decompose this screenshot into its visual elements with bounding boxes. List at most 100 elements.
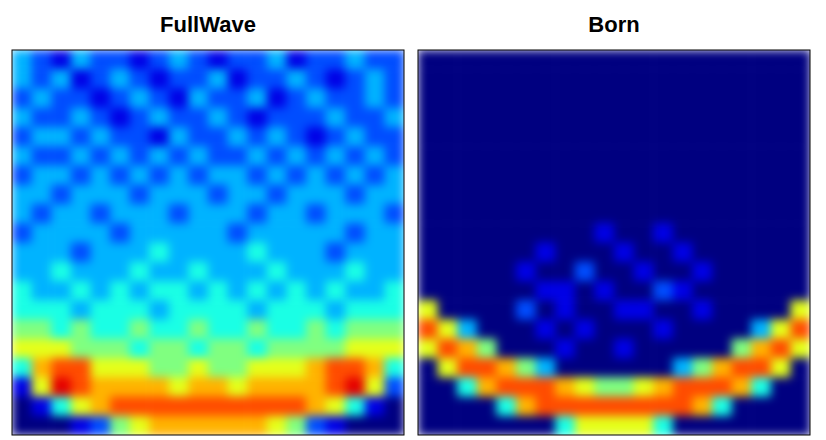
heatmap-cell [477,89,497,109]
heatmap-cell [673,243,693,263]
heatmap-cell [555,397,575,417]
heatmap-cell [110,69,130,89]
heatmap-cell [496,127,516,147]
heatmap-cell [345,204,365,224]
heatmap-cell [71,223,91,243]
heatmap-cell [732,204,752,224]
heatmap-cell [516,300,536,320]
heatmap-cell [751,397,771,417]
heatmap-cell [594,339,614,359]
heatmap-cell [130,166,150,186]
heatmap-cell [536,416,556,435]
heatmap-cell [188,185,208,205]
heatmap-cell [771,223,791,243]
heatmap-cell [51,300,71,320]
heatmap-cell [496,320,516,340]
heatmap-cell [267,204,287,224]
heatmap-cell [149,339,169,359]
heatmap-cell [653,281,673,301]
heatmap-cell [516,339,536,359]
heatmap-cell [51,89,71,109]
heatmap-cell [286,377,306,397]
heatmap-cell [384,397,404,417]
heatmap-cell [673,416,693,435]
heatmap-cell [90,262,110,282]
heatmap-cell [286,89,306,109]
heatmap-cell [712,300,732,320]
heatmap-cell [247,300,267,320]
heatmap-cell [653,243,673,263]
heatmap-cell [286,339,306,359]
heatmap-cell [536,300,556,320]
heatmap-cell [536,281,556,301]
heatmap-cell [90,223,110,243]
heatmap-cell [575,281,595,301]
heatmap-cell [208,243,228,263]
heatmap-cell [673,397,693,417]
heatmap-cell [169,377,189,397]
heatmap-cell [614,204,634,224]
heatmap-cell [345,89,365,109]
heatmap-cell [228,108,248,128]
heatmap-cell [51,320,71,340]
heatmap-cell [594,397,614,417]
heatmap-cell [712,166,732,186]
heatmap-cell [673,339,693,359]
heatmap-cell [32,339,52,359]
heatmap-cell [712,320,732,340]
heatmap-cell [71,108,91,128]
heatmap-cell [51,50,71,70]
heatmap-cell [457,416,477,435]
heatmap-cell [555,108,575,128]
heatmap-cell [555,262,575,282]
heatmap-cell [712,377,732,397]
heatmap-cell [208,281,228,301]
heatmap-cell [208,358,228,378]
heatmap-cell [418,223,438,243]
heatmap-cell [149,377,169,397]
heatmap-cell [228,300,248,320]
heatmap-cell [149,397,169,417]
heatmap-cell [673,320,693,340]
heatmap-cell [692,127,712,147]
heatmap-cell [634,377,654,397]
heatmap-cell [477,204,497,224]
heatmap-cell [653,262,673,282]
heatmap-cell [208,320,228,340]
heatmap-cell [712,204,732,224]
heatmap-cell [692,185,712,205]
heatmap-cell [188,69,208,89]
heatmap-cell [575,69,595,89]
heatmap-cell [516,166,536,186]
heatmap-cell [169,416,189,435]
heatmap-cell [32,262,52,282]
heatmap-cell [267,185,287,205]
heatmap-cell [594,320,614,340]
heatmap-cell [326,127,346,147]
heatmap-cell [536,358,556,378]
heatmap-cell [438,108,458,128]
heatmap-cell [653,358,673,378]
heatmap-cell [516,397,536,417]
heatmap-cell [692,108,712,128]
heatmap-cell [673,358,693,378]
heatmap-cell [673,146,693,166]
heatmap-cell [418,416,438,435]
heatmap-cell [692,69,712,89]
heatmap-cell [594,185,614,205]
heatmap-cell [306,300,326,320]
heatmap-cell [345,281,365,301]
heatmap-cell [653,339,673,359]
heatmap-cell [32,50,52,70]
heatmap-cell [496,300,516,320]
heatmap-cell [457,262,477,282]
heatmap-cell [365,262,385,282]
heatmap-cell [692,223,712,243]
heatmap-cell [306,50,326,70]
heatmap-cell [286,358,306,378]
heatmap-cell [247,50,267,70]
heatmap-cell [555,127,575,147]
heatmap-cell [286,300,306,320]
heatmap-cell [575,50,595,70]
heatmap-cell [418,146,438,166]
